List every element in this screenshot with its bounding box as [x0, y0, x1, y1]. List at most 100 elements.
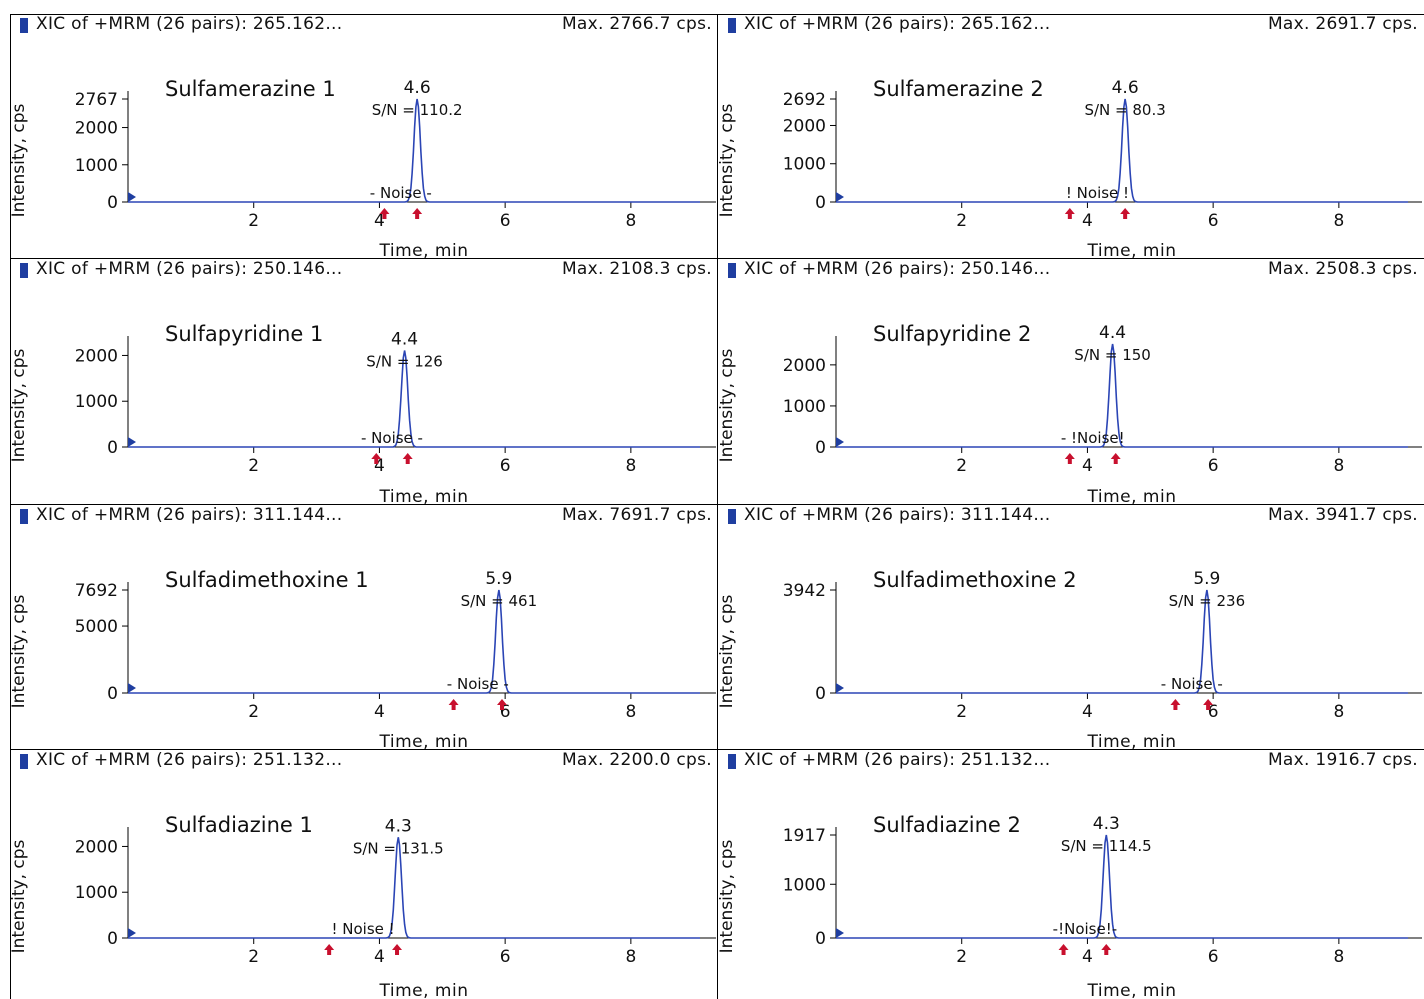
x-tick-label: 6 [500, 702, 511, 722]
y-axis-title: Intensity, cps [717, 839, 737, 953]
chromatogram-panel: XIC of +MRM (26 pairs): 265.162... Max. 2… [717, 14, 1424, 261]
noise-label: - Noise - [1161, 675, 1223, 693]
x-tick-label: 4 [374, 456, 385, 476]
y-tick-label: 2000 [75, 346, 118, 366]
y-tick-label: 0 [107, 193, 118, 213]
y-axis-title: Intensity, cps [717, 594, 737, 708]
x-axis-title: Time, min [1087, 732, 1177, 752]
x-axis-title: Time, min [379, 732, 469, 752]
compound-label: Sulfamerazine 1 [165, 77, 336, 101]
noise-marker-arrow [371, 453, 382, 464]
x-tick-label: 6 [1208, 211, 1219, 231]
noise-marker-arrow [379, 208, 390, 219]
baseline-marker [836, 192, 844, 202]
y-tick-label: 2000 [75, 119, 118, 139]
compound-label: Sulfadiazine 1 [165, 813, 313, 837]
baseline-marker [128, 928, 136, 938]
x-tick-label: 6 [500, 211, 511, 231]
noise-label: -!Noise!- [1053, 920, 1117, 938]
peak-trace [128, 98, 700, 203]
y-axis-title: Intensity, cps [9, 103, 29, 217]
noise-marker-arrow [448, 699, 459, 710]
peak-trace [836, 98, 1408, 203]
peak-rt-label: 5.9 [485, 569, 512, 589]
signal-to-noise-label: S/N = 80.3 [1084, 101, 1165, 119]
chromatogram-panel: XIC of +MRM (26 pairs): 251.132... Max. 2… [9, 750, 718, 999]
noise-marker-arrow [497, 699, 507, 710]
y-max-tick-label: 7692 [75, 581, 118, 601]
chromatogram-panel: XIC of +MRM (26 pairs): 311.144... Max. 3… [717, 505, 1424, 752]
baseline-marker [836, 928, 844, 938]
xic-label: XIC of +MRM (26 pairs): 251.132... [744, 750, 1051, 770]
x-axis-title: Time, min [1087, 487, 1177, 507]
y-tick-label: 1000 [783, 397, 826, 417]
series-color-marker [20, 263, 28, 278]
baseline-marker [128, 437, 136, 447]
noise-marker-arrow [324, 944, 335, 955]
y-tick-label: 5000 [75, 617, 118, 637]
frame-divider-row-2 [10, 504, 1424, 505]
signal-to-noise-label: S/N = 150 [1074, 346, 1151, 364]
x-tick-label: 4 [1082, 947, 1093, 967]
noise-marker-arrow [1110, 453, 1121, 464]
baseline-marker [836, 683, 844, 693]
x-tick-label: 2 [956, 947, 967, 967]
x-tick-label: 4 [1082, 211, 1093, 231]
y-max-tick-label: 2767 [75, 90, 118, 110]
frame-left [10, 14, 11, 999]
max-intensity-label: Max. 2691.7 cps. [1267, 14, 1418, 34]
max-intensity-label: Max. 2200.0 cps. [561, 750, 712, 770]
series-color-marker [728, 18, 736, 33]
chromatogram-panel: XIC of +MRM (26 pairs): 250.146... Max. 2… [9, 259, 718, 507]
chromatogram-plot: 0 1000 1917 2 4 6 8 Time, min Intensity, cps Sulf… [717, 813, 1422, 999]
frame-divider-vertical [717, 14, 718, 999]
x-tick-label: 8 [625, 211, 636, 231]
noise-label: - !Noise! [1061, 429, 1125, 447]
y-axis-title: Intensity, cps [9, 839, 29, 953]
x-tick-label: 4 [374, 947, 385, 967]
x-tick-label: 4 [374, 702, 385, 722]
y-axis-title: Intensity, cps [717, 348, 737, 462]
x-tick-label: 8 [1333, 947, 1344, 967]
y-max-tick-label: 2692 [783, 90, 826, 110]
noise-label: - Noise - [447, 675, 509, 693]
signal-to-noise-label: S/N = 461 [461, 592, 538, 610]
x-tick-label: 2 [956, 702, 967, 722]
noise-marker-arrow [1203, 699, 1214, 710]
peak-rt-label: 4.6 [1112, 78, 1139, 98]
y-axis-title: Intensity, cps [717, 103, 737, 217]
y-tick-label: 0 [107, 438, 118, 458]
y-tick-label: 1000 [75, 883, 118, 903]
panel-header: XIC of +MRM (26 pairs): 311.144... Max. 3… [718, 505, 1424, 527]
x-axis-title: Time, min [379, 487, 469, 507]
y-axis-title: Intensity, cps [9, 594, 29, 708]
signal-to-noise-label: S/N = 114.5 [1061, 837, 1152, 855]
y-tick-label: 0 [815, 929, 826, 949]
compound-label: Sulfadimethoxine 2 [873, 568, 1077, 592]
compound-label: Sulfadimethoxine 1 [165, 568, 369, 592]
max-intensity-label: Max. 2766.7 cps. [561, 14, 712, 34]
xic-label: XIC of +MRM (26 pairs): 250.146... [744, 259, 1051, 279]
x-axis-title: Time, min [1087, 241, 1177, 261]
noise-label: - Noise - [361, 429, 423, 447]
peak-rt-label: 4.4 [1099, 323, 1126, 343]
chromatogram-panel: XIC of +MRM (26 pairs): 251.132... Max. 1… [717, 750, 1424, 999]
x-tick-label: 2 [248, 947, 259, 967]
x-tick-label: 8 [625, 456, 636, 476]
x-tick-label: 6 [1208, 947, 1219, 967]
y-tick-label: 0 [815, 684, 826, 704]
peak-rt-label: 4.3 [1093, 814, 1120, 834]
x-tick-label: 8 [1333, 456, 1344, 476]
x-tick-label: 4 [374, 211, 385, 231]
chromatogram-panel: XIC of +MRM (26 pairs): 250.146... Max. 2… [717, 259, 1424, 507]
noise-marker-arrow [1064, 208, 1075, 219]
max-intensity-label: Max. 7691.7 cps. [561, 505, 712, 525]
panel-header: XIC of +MRM (26 pairs): 250.146... Max. 2… [718, 259, 1424, 281]
x-tick-label: 8 [1333, 211, 1344, 231]
series-color-marker [20, 509, 28, 524]
x-tick-label: 2 [248, 211, 259, 231]
panel-header: XIC of +MRM (26 pairs): 251.132... Max. 1… [718, 750, 1424, 772]
peak-rt-label: 5.9 [1193, 569, 1220, 589]
y-tick-label: 0 [815, 193, 826, 213]
